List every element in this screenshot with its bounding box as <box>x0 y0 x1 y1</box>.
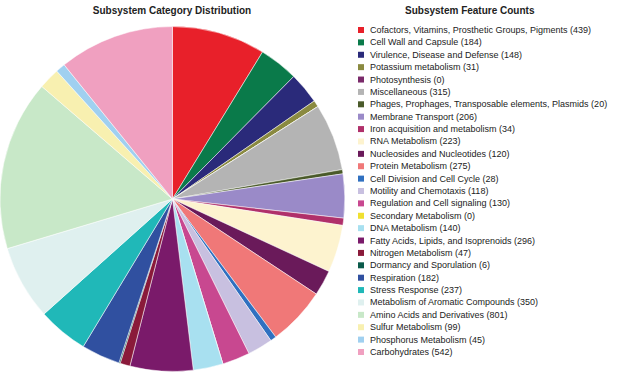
svg-text:Fatty Acids, Lipids, and Isopr: Fatty Acids, Lipids, and Isoprenoids (29… <box>370 236 535 246</box>
svg-text:Sulfur Metabolism (99): Sulfur Metabolism (99) <box>370 322 461 332</box>
svg-text:Cell Wall and Capsule (184): Cell Wall and Capsule (184) <box>370 37 482 47</box>
svg-text:Cofactors, Vitamins, Prostheti: Cofactors, Vitamins, Prosthetic Groups, … <box>370 25 591 35</box>
svg-text:Dormancy and Sporulation (6): Dormancy and Sporulation (6) <box>370 260 490 270</box>
svg-text:Potassium metabolism (31): Potassium metabolism (31) <box>370 62 479 72</box>
svg-text:Virulence, Disease and Defense: Virulence, Disease and Defense (148) <box>370 50 522 60</box>
svg-text:Protein Metabolism (275): Protein Metabolism (275) <box>370 161 471 171</box>
svg-text:Phosphorus Metabolism (45): Phosphorus Metabolism (45) <box>370 335 485 345</box>
svg-text:Respiration (182): Respiration (182) <box>370 273 439 283</box>
svg-text:Membrane Transport (206): Membrane Transport (206) <box>370 112 477 122</box>
svg-text:Amino Acids and Derivatives (8: Amino Acids and Derivatives (801) <box>370 310 508 320</box>
svg-text:Metabolism of Aromatic Compoun: Metabolism of Aromatic Compounds (350) <box>370 297 538 307</box>
svg-text:Stress Response (237): Stress Response (237) <box>370 285 462 295</box>
svg-text:Nucleosides and Nucleotides (1: Nucleosides and Nucleotides (120) <box>370 149 510 159</box>
svg-text:Photosynthesis (0): Photosynthesis (0) <box>370 75 445 85</box>
svg-text:Iron acquisition and metabolis: Iron acquisition and metabolism (34) <box>370 124 515 134</box>
svg-text:Cell Division and Cell Cycle (: Cell Division and Cell Cycle (28) <box>370 174 499 184</box>
svg-text:Regulation and Cell signaling: Regulation and Cell signaling (130) <box>370 198 510 208</box>
svg-text:Motility and Chemotaxis (118): Motility and Chemotaxis (118) <box>370 186 488 196</box>
svg-text:Carbohydrates (542): Carbohydrates (542) <box>370 347 453 357</box>
svg-text:Phages, Prophages, Transposabl: Phages, Prophages, Transposable elements… <box>370 99 607 109</box>
svg-text:Secondary Metabolism (0): Secondary Metabolism (0) <box>370 211 475 221</box>
svg-text:Subsystem Category Distributio: Subsystem Category Distribution <box>93 5 251 16</box>
svg-text:RNA Metabolism (223): RNA Metabolism (223) <box>370 136 461 146</box>
svg-text:Nitrogen Metabolism (47): Nitrogen Metabolism (47) <box>370 248 471 258</box>
svg-text:Subsystem Feature Counts: Subsystem Feature Counts <box>405 5 535 16</box>
svg-text:Miscellaneous (315): Miscellaneous (315) <box>370 87 451 97</box>
svg-text:DNA Metabolism (140): DNA Metabolism (140) <box>370 223 461 233</box>
